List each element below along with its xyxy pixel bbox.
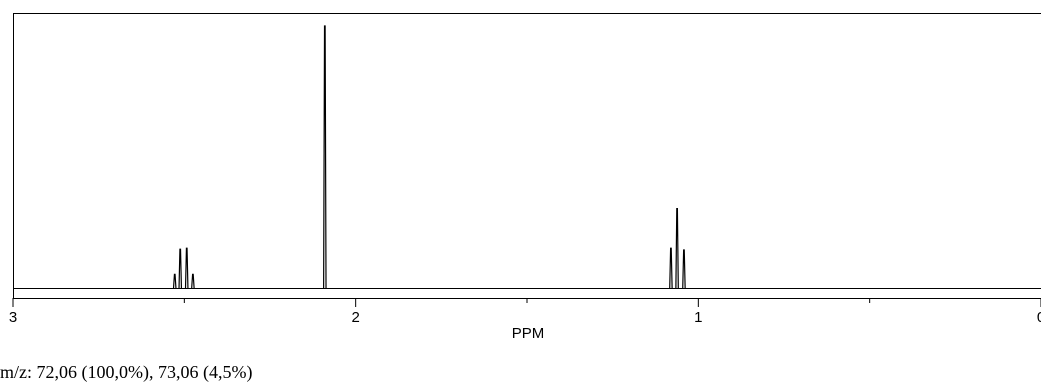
spectrum-peak xyxy=(184,247,189,289)
spectrum-peak xyxy=(191,273,195,289)
x-tick-label: 1 xyxy=(694,309,702,326)
spectrum-peak xyxy=(178,248,183,289)
spectrum-peak xyxy=(675,208,679,289)
spectrum-peaks xyxy=(172,25,686,289)
x-tick-label: 2 xyxy=(351,309,359,326)
x-tick-label: 0 xyxy=(1037,309,1041,326)
spectrum-peak xyxy=(669,247,673,289)
spectrum-peak xyxy=(682,249,686,289)
x-axis-ticks: 3 2 1 0 xyxy=(9,298,1041,326)
x-tick-label: 3 xyxy=(9,309,17,326)
plot-frame xyxy=(13,13,1041,299)
x-axis-label: PPM xyxy=(512,325,545,342)
mass-spec-caption: m/z: 72,06 (100,0%), 73,06 (4,5%) xyxy=(0,362,253,382)
spectrum-peak xyxy=(323,25,327,289)
spectrum-peak xyxy=(172,273,177,289)
